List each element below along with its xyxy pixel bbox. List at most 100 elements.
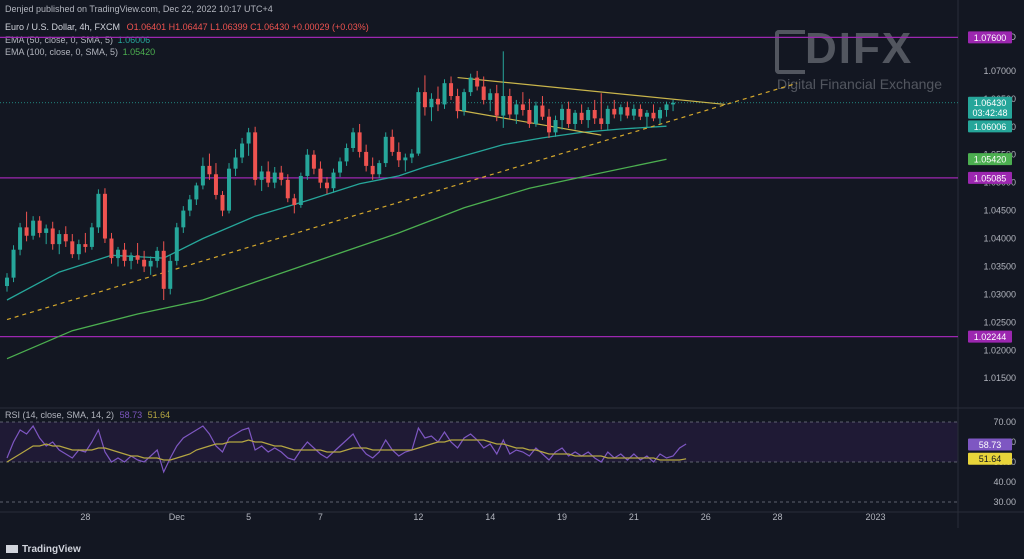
candle-body [468,77,473,93]
candle-body [57,234,62,245]
level-price-tag [968,31,1012,44]
candle-body [494,93,499,116]
ema100-label: EMA (100, close, 0, SMA, 5) [5,47,119,57]
ema100-legend[interactable]: EMA (100, close, 0, SMA, 5) 1.05420 [5,47,155,57]
candle-body [579,112,584,121]
candle-body [311,154,316,169]
rsi-ma-value-tag-bg [968,452,1012,465]
candle-body [638,108,643,117]
candle-body [70,241,75,255]
candle-body [5,277,9,287]
time-tick-label: 21 [629,512,639,522]
ema50-value: 1.06006 [117,35,151,45]
candle-body [50,228,55,245]
ohlc-values: O1.06401 H1.06447 L1.06399 C1.06430 +0.0… [126,22,369,32]
candle-body [11,249,16,278]
candle-body [187,199,192,211]
rsi-legend[interactable]: RSI (14, close, SMA, 14, 2) 58.73 51.64 [5,410,170,420]
candle-body [599,118,604,124]
candle-body [83,244,88,247]
candle-body [370,165,375,175]
candle-body [592,110,597,119]
candle-body [462,92,467,112]
candle-body [383,136,388,164]
candle-body [161,250,166,289]
time-tick-label: 28 [773,512,783,522]
candle-body [566,108,571,124]
ascending-trend-line [6,82,798,321]
candle-body [475,77,480,87]
candle-body [266,171,271,183]
candle-body [664,104,669,110]
price-tick-label: 1.01500 [983,373,1016,383]
candle-body [194,185,199,200]
time-tick-label: 26 [701,512,711,522]
candle-body [318,168,323,183]
candle-body [174,227,179,261]
candle-body [390,136,395,152]
candle-body [148,260,153,267]
rsi-ma-legend-value: 51.64 [147,410,171,420]
candle-body [573,112,578,124]
candle-body [658,110,662,119]
candle-body [416,92,421,154]
candle-body [560,108,565,121]
candle-body [403,157,408,161]
candle-body [586,110,591,121]
candle-body [207,165,212,175]
price-tick-label: 1.07000 [983,66,1016,76]
candle-body [24,227,29,236]
rsi-legend-value: 58.73 [119,410,143,420]
candle-body [279,172,284,180]
candle-body [331,172,336,189]
candle-body [31,220,36,236]
candle-body [240,143,245,158]
time-tick-label: 19 [557,512,567,522]
tradingview-icon [6,545,18,554]
candle-body [102,193,107,239]
candle-body [514,104,519,115]
time-tick-label: 7 [318,512,323,522]
candle-body [109,238,114,259]
tradingview-logo-text: TradingView [22,544,81,555]
last-price-tag-bg [968,96,1012,119]
candle-body [501,96,506,116]
candle-body [18,227,23,250]
level-price-label: 1.02244 [974,332,1007,342]
candle-body [135,255,140,260]
price-tick-label: 1.02000 [983,345,1016,355]
time-tick-label: Dec [169,512,186,522]
published-line: Denjed published on TradingView.com, Dec… [5,4,273,14]
candle-body [89,227,94,247]
tradingview-logo[interactable]: TradingView [6,544,81,555]
difx-logo-mark [775,30,805,74]
candle-body [612,108,617,115]
level-price-tag [968,171,1012,184]
candle-body [422,92,427,108]
candle-body [671,102,676,105]
ema50-legend[interactable]: EMA (50, close, 0, SMA, 5) 1.06006 [5,35,150,45]
ema100-price-tag-bg [968,153,1012,166]
candle-body [233,157,238,169]
candle-body [338,161,343,173]
candle-body [488,93,493,100]
ema100-line [6,158,667,360]
level-price-label: 1.07600 [974,33,1007,43]
candle-body [351,132,356,148]
candle-body [96,193,101,228]
candle-body [181,210,186,228]
candle-body [546,116,551,133]
candle-body [442,83,447,105]
candle-body [116,249,121,259]
candle-body [76,244,81,255]
rsi-tick-label: 70.00 [993,417,1016,427]
candle-body [455,96,460,112]
price-tick-label: 1.04000 [983,234,1016,244]
candle-body [246,132,251,144]
candle-body [344,148,349,162]
candle-body [142,259,147,267]
watermark-brand: DIFX [805,24,914,73]
rsi-tick-label: 40.00 [993,477,1016,487]
candle-body [644,112,649,117]
